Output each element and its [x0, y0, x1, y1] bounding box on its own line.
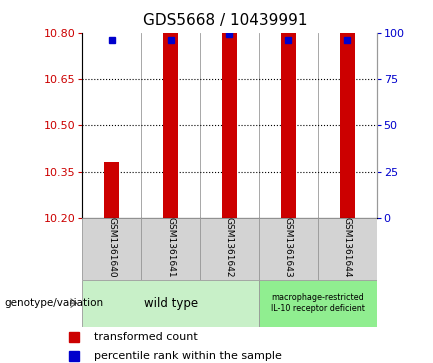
Text: transformed count: transformed count — [94, 332, 198, 342]
Bar — [259, 280, 377, 327]
Bar — [104, 162, 119, 218]
Text: genotype/variation: genotype/variation — [4, 298, 103, 308]
Bar — [163, 33, 178, 218]
Text: GSM1361641: GSM1361641 — [166, 217, 175, 278]
Text: GSM1361643: GSM1361643 — [284, 217, 293, 278]
Text: GSM1361642: GSM1361642 — [225, 217, 234, 278]
Bar — [318, 218, 377, 280]
Text: macrophage-restricted
IL-10 receptor deficient: macrophage-restricted IL-10 receptor def… — [271, 293, 365, 313]
Text: wild type: wild type — [143, 297, 197, 310]
Text: GSM1361640: GSM1361640 — [107, 217, 116, 278]
Bar — [82, 218, 141, 280]
Bar — [141, 218, 200, 280]
Bar — [82, 280, 259, 327]
Bar — [340, 33, 355, 218]
Bar — [222, 33, 237, 218]
Text: GSM1361644: GSM1361644 — [343, 217, 352, 278]
Text: GDS5668 / 10439991: GDS5668 / 10439991 — [143, 13, 307, 28]
Bar — [200, 218, 259, 280]
Text: percentile rank within the sample: percentile rank within the sample — [94, 351, 282, 361]
Bar — [259, 218, 318, 280]
Bar — [281, 33, 296, 218]
